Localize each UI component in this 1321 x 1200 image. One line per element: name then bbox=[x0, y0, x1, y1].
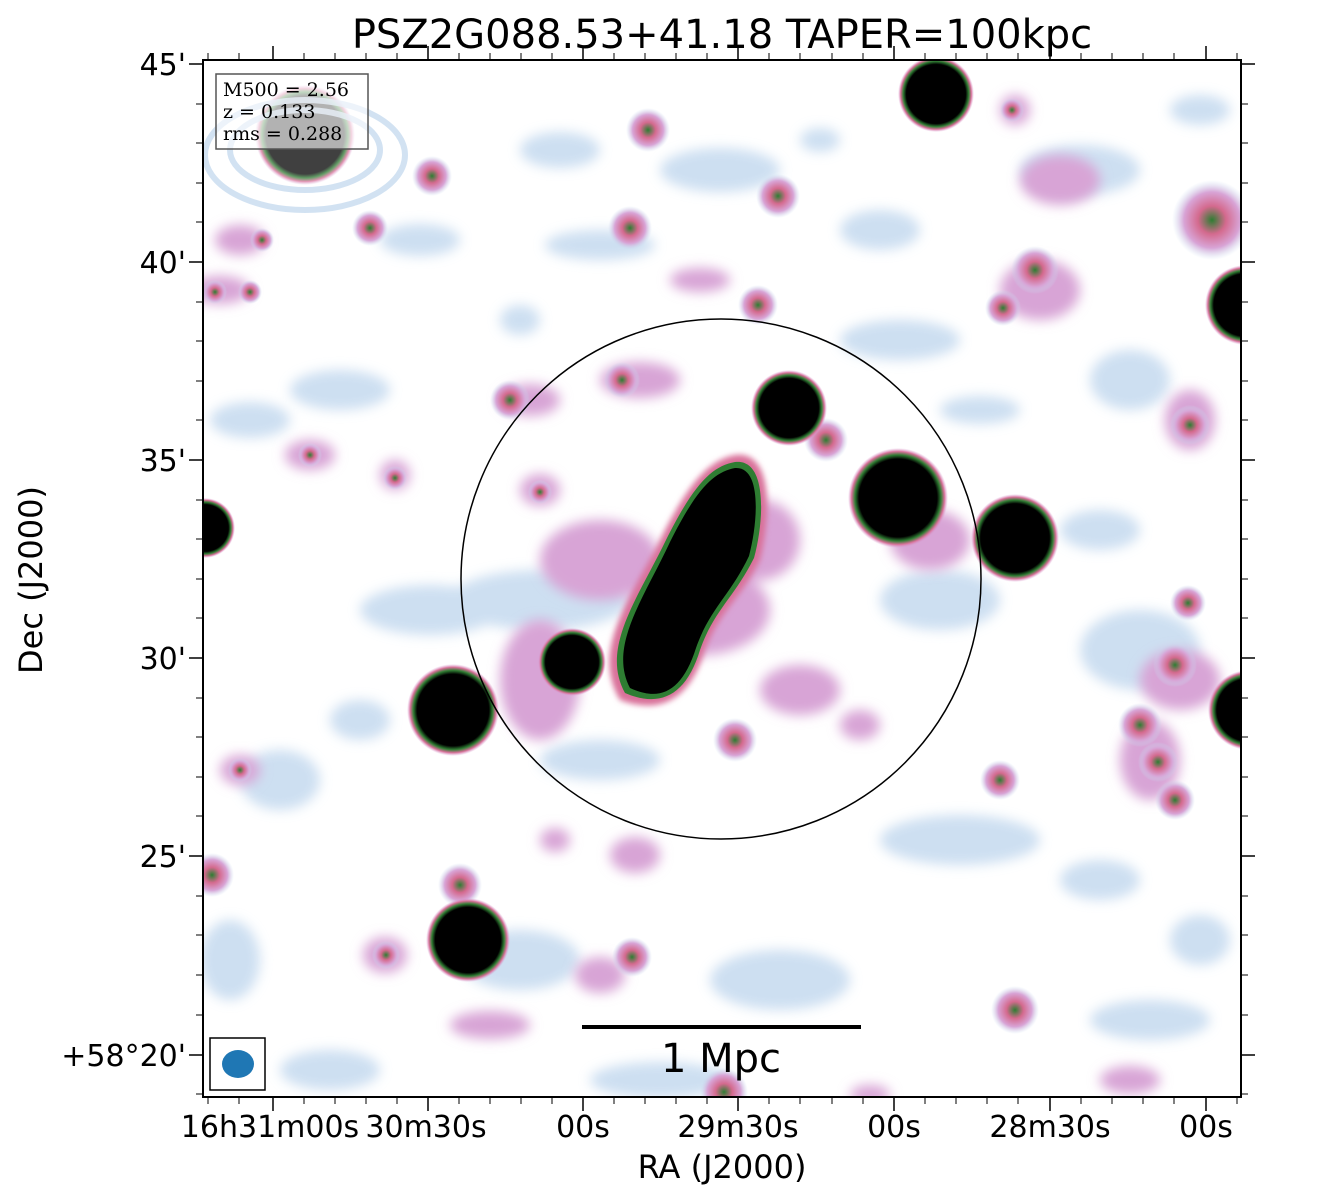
info-rms: rms = 0.288 bbox=[223, 123, 342, 145]
info-mass: M500 = 2.56 bbox=[223, 79, 349, 101]
compact-sources bbox=[203, 98, 1241, 1097]
beam-indicator bbox=[209, 1037, 266, 1091]
y-tick-label: +58°20' bbox=[61, 1039, 186, 1074]
faint-diffuse-emission bbox=[203, 95, 1230, 1097]
info-redshift: z = 0.133 bbox=[223, 101, 315, 123]
x-tick-label: 30m30s bbox=[365, 1110, 486, 1145]
x-tick-label: 29m30s bbox=[677, 1110, 798, 1145]
x-tick-label: 00s bbox=[867, 1110, 921, 1145]
y-tick-label: 45' bbox=[140, 48, 186, 83]
r500-circle bbox=[460, 318, 982, 840]
y-tick-label: 25' bbox=[140, 840, 186, 875]
scale-bar: 1 Mpc bbox=[582, 1025, 861, 1082]
y-tick-labels: 45' 40' 35' 30' 25' +58°20' bbox=[61, 48, 186, 1074]
x-tick-label: 16h31m00s bbox=[181, 1110, 359, 1145]
scale-bar-label: 1 Mpc bbox=[661, 1036, 781, 1082]
x-tick-label: 00s bbox=[1179, 1110, 1233, 1145]
x-tick-labels: 16h31m00s 30m30s 00s 29m30s 00s 28m30s 0… bbox=[181, 1110, 1233, 1145]
axis-ticks bbox=[189, 46, 1255, 1111]
beam-ellipse bbox=[222, 1050, 254, 1078]
x-tick-label: 00s bbox=[556, 1110, 610, 1145]
radio-emission-map bbox=[203, 60, 1241, 1097]
x-axis-title: RA (J2000) bbox=[638, 1148, 807, 1186]
central-extended-source bbox=[609, 454, 768, 706]
y-tick-label: 35' bbox=[140, 444, 186, 479]
plot-title: PSZ2G088.53+41.18 TAPER=100kpc bbox=[352, 12, 1092, 58]
info-box-frame bbox=[215, 73, 369, 150]
y-tick-label: 30' bbox=[140, 642, 186, 677]
x-tick-label: 28m30s bbox=[989, 1110, 1110, 1145]
y-tick-label: 40' bbox=[140, 246, 186, 281]
minor-ticks bbox=[196, 53, 1248, 1104]
y-axis-title: Dec (J2000) bbox=[12, 486, 50, 674]
info-box: M500 = 2.56 z = 0.133 rms = 0.288 bbox=[215, 73, 369, 150]
